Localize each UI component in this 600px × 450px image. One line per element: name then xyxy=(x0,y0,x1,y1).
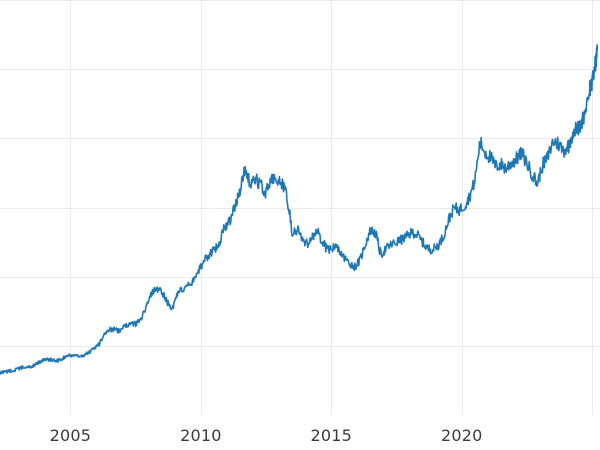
gridline-y-3000 xyxy=(0,0,600,1)
gridline-y-2000 xyxy=(0,138,600,139)
gridline-y-1500 xyxy=(0,208,600,209)
gridline-y-500 xyxy=(0,346,600,347)
gridline-x-2025 xyxy=(592,0,593,415)
x-tick-label-2020: 2020 xyxy=(440,426,483,445)
x-tick-label-2015: 2015 xyxy=(310,426,353,445)
gridline-x-2010 xyxy=(201,0,202,415)
gridline-x-2005 xyxy=(70,0,71,415)
gridline-x-2015 xyxy=(331,0,332,415)
series-line-price xyxy=(0,44,599,375)
x-tick-label-2010: 2010 xyxy=(180,426,222,445)
x-axis: 2005 2010 2015 2020 xyxy=(0,415,600,450)
price-polyline xyxy=(0,44,599,375)
gridline-y-2500 xyxy=(0,69,600,70)
plot-area xyxy=(0,0,600,415)
gridline-x-2020 xyxy=(462,0,463,415)
gridline-y-1000 xyxy=(0,277,600,278)
x-tick-label-2005: 2005 xyxy=(49,426,92,445)
